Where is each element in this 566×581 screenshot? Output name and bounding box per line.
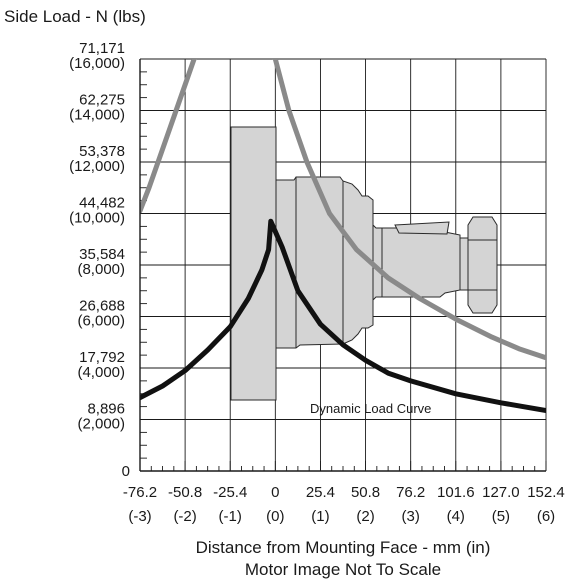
chart-title: Side Load - N (lbs)	[4, 7, 146, 26]
x-tick-label-mm: -50.8	[168, 484, 202, 501]
y-tick-label-n: 26,688	[79, 298, 125, 315]
y-tick-label-n: 44,482	[79, 195, 125, 212]
x-tick-label: -25.4 (-1)	[213, 484, 247, 525]
y-tick-label-lbs: (12,000)	[69, 158, 125, 175]
x-tick-label-mm: 0	[271, 484, 279, 501]
x-tick-label-in: (2)	[356, 508, 374, 525]
x-tick-label-mm: 76.2	[396, 484, 425, 501]
y-tick-label-lbs: (10,000)	[69, 210, 125, 227]
x-tick-label-in: (1)	[311, 508, 329, 525]
y-tick-label-n: 8,896	[87, 401, 125, 418]
y-tick-label-n: 35,584	[79, 246, 125, 263]
y-tick-label-n: 0	[122, 463, 130, 480]
footnote: Motor Image Not To Scale	[245, 560, 441, 579]
motor-shaft-step	[459, 237, 469, 291]
motor-flange	[230, 126, 277, 401]
y-tick-label-lbs: (8,000)	[77, 261, 125, 278]
x-tick-label: 101.6 (4)	[437, 484, 475, 525]
x-tick-label-mm: 50.8	[351, 484, 380, 501]
y-tick-label: 0	[122, 463, 130, 480]
y-tick-label: 8,896(2,000)	[77, 401, 125, 433]
x-tick-label: 76.2 (3)	[396, 484, 425, 525]
x-tick-label: 152.4 (6)	[527, 484, 565, 525]
x-tick-label-in: (-2)	[173, 508, 196, 525]
y-tick-label-n: 53,378	[79, 143, 125, 160]
x-tick-label: -50.8 (-2)	[168, 484, 202, 525]
x-tick-label-mm: 127.0	[482, 484, 520, 501]
y-tick-label-lbs: (6,000)	[77, 313, 125, 330]
x-tick-label: 0(0)	[266, 484, 284, 525]
x-tick-label-mm: 152.4	[527, 484, 565, 501]
y-tick-label: 35,584(8,000)	[77, 246, 125, 278]
x-tick-label-mm: -76.2	[123, 484, 157, 501]
series-line-1	[272, 59, 546, 361]
motor-nut	[467, 216, 498, 314]
dynamic-load-curve-label: Dynamic Load Curve	[310, 401, 431, 416]
y-tick-label-lbs: (14,000)	[69, 107, 125, 124]
y-tick-label: 62,275(14,000)	[69, 92, 125, 124]
x-tick-label-in: (4)	[447, 508, 465, 525]
x-tick-label: 50.8 (2)	[351, 484, 380, 525]
x-tick-label-mm: -25.4	[213, 484, 247, 501]
x-tick-label-in: (0)	[266, 508, 284, 525]
y-tick-label: 44,482(10,000)	[69, 195, 125, 227]
y-tick-label: 26,688(6,000)	[77, 298, 125, 330]
y-tick-label: 17,792(4,000)	[77, 349, 125, 381]
x-tick-label: -76.2 (-3)	[123, 484, 157, 525]
y-tick-label: 71,171(16,000)	[69, 40, 125, 72]
y-tick-label-n: 62,275	[79, 92, 125, 109]
series-line-2	[140, 218, 546, 413]
y-tick-label: 53,378(12,000)	[69, 143, 125, 175]
x-tick-label-in: (-3)	[128, 508, 151, 525]
x-tick-label-mm: 101.6	[437, 484, 475, 501]
x-tick-label: 127.0 (5)	[482, 484, 520, 525]
x-tick-label: 25.4 (1)	[306, 484, 335, 525]
x-axis-label: Distance from Mounting Face - mm (in)	[196, 538, 491, 557]
y-tick-label-n: 17,792	[79, 349, 125, 366]
y-tick-labels: 0 8,896(2,000) 17,792(4,000) 26,688(6,000) 3…	[69, 40, 130, 480]
x-tick-labels: -76.2(-3)-50.8(-2)-25.4(-1)0(0)25.4(1)50…	[123, 484, 565, 525]
y-tick-label-lbs: (2,000)	[77, 416, 125, 433]
series	[140, 59, 546, 413]
y-tick-label-n: 71,171	[79, 40, 125, 57]
y-tick-label-lbs: (4,000)	[77, 364, 125, 381]
x-tick-label-in: (3)	[401, 508, 419, 525]
x-tick-label-in: (5)	[492, 508, 510, 525]
x-tick-label-in: (-1)	[219, 508, 242, 525]
y-tick-label-lbs: (16,000)	[69, 55, 125, 72]
x-tick-label-mm: 25.4	[306, 484, 335, 501]
motor-key	[394, 221, 450, 235]
x-tick-label-in: (6)	[537, 508, 555, 525]
series-line-0	[140, 59, 197, 214]
